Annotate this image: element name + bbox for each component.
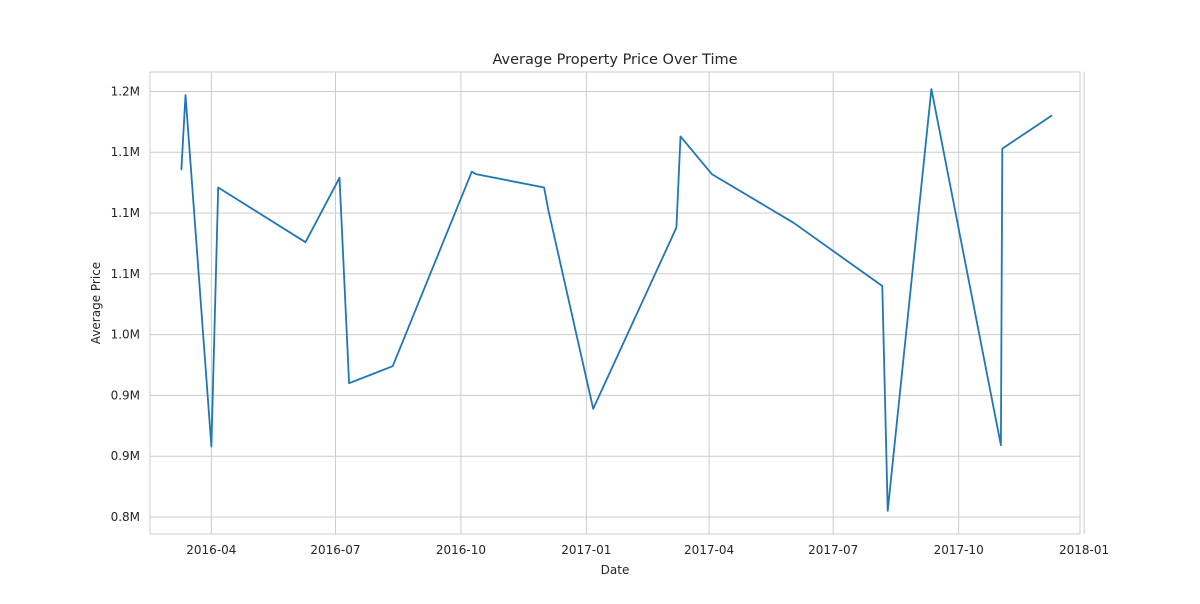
y-tick-label: 1.1M — [111, 267, 140, 281]
chart-title: Average Property Price Over Time — [492, 52, 737, 68]
x-tick-label: 2017-07 — [808, 543, 858, 557]
x-tick-label: 2016-07 — [310, 543, 360, 557]
x-axis-ticks: 2016-04 2016-07 2016-10 2017-01 2017-04 2017-… — [186, 543, 1109, 557]
x-tick-label: 2017-10 — [934, 543, 984, 557]
grid — [150, 72, 1085, 534]
y-tick-label: 0.9M — [111, 388, 140, 402]
y-axis-title: Average Price — [89, 262, 103, 344]
x-tick-label: 2016-10 — [436, 543, 486, 557]
y-tick-label: 1.0M — [111, 328, 140, 342]
x-tick-label: 2017-04 — [684, 543, 734, 557]
x-tick-label: 2016-04 — [186, 543, 236, 557]
y-tick-label: 0.8M — [111, 510, 140, 524]
y-tick-label: 1.1M — [111, 206, 140, 220]
series-layer — [180, 88, 1053, 512]
plot-frame — [149, 71, 1081, 535]
y-axis-ticks: 0.8M 0.9M 0.9M 1.0M 1.1M 1.1M 1.1M 1.2M — [111, 84, 140, 524]
y-tick-label: 0.9M — [111, 449, 140, 463]
y-tick-label: 1.1M — [111, 145, 140, 159]
y-tick-label: 1.2M — [111, 84, 140, 98]
price-series-line — [180, 88, 1053, 512]
x-axis-title: Date — [601, 563, 630, 577]
x-tick-label: 2018-01 — [1059, 543, 1109, 557]
x-tick-label: 2017-01 — [561, 543, 611, 557]
